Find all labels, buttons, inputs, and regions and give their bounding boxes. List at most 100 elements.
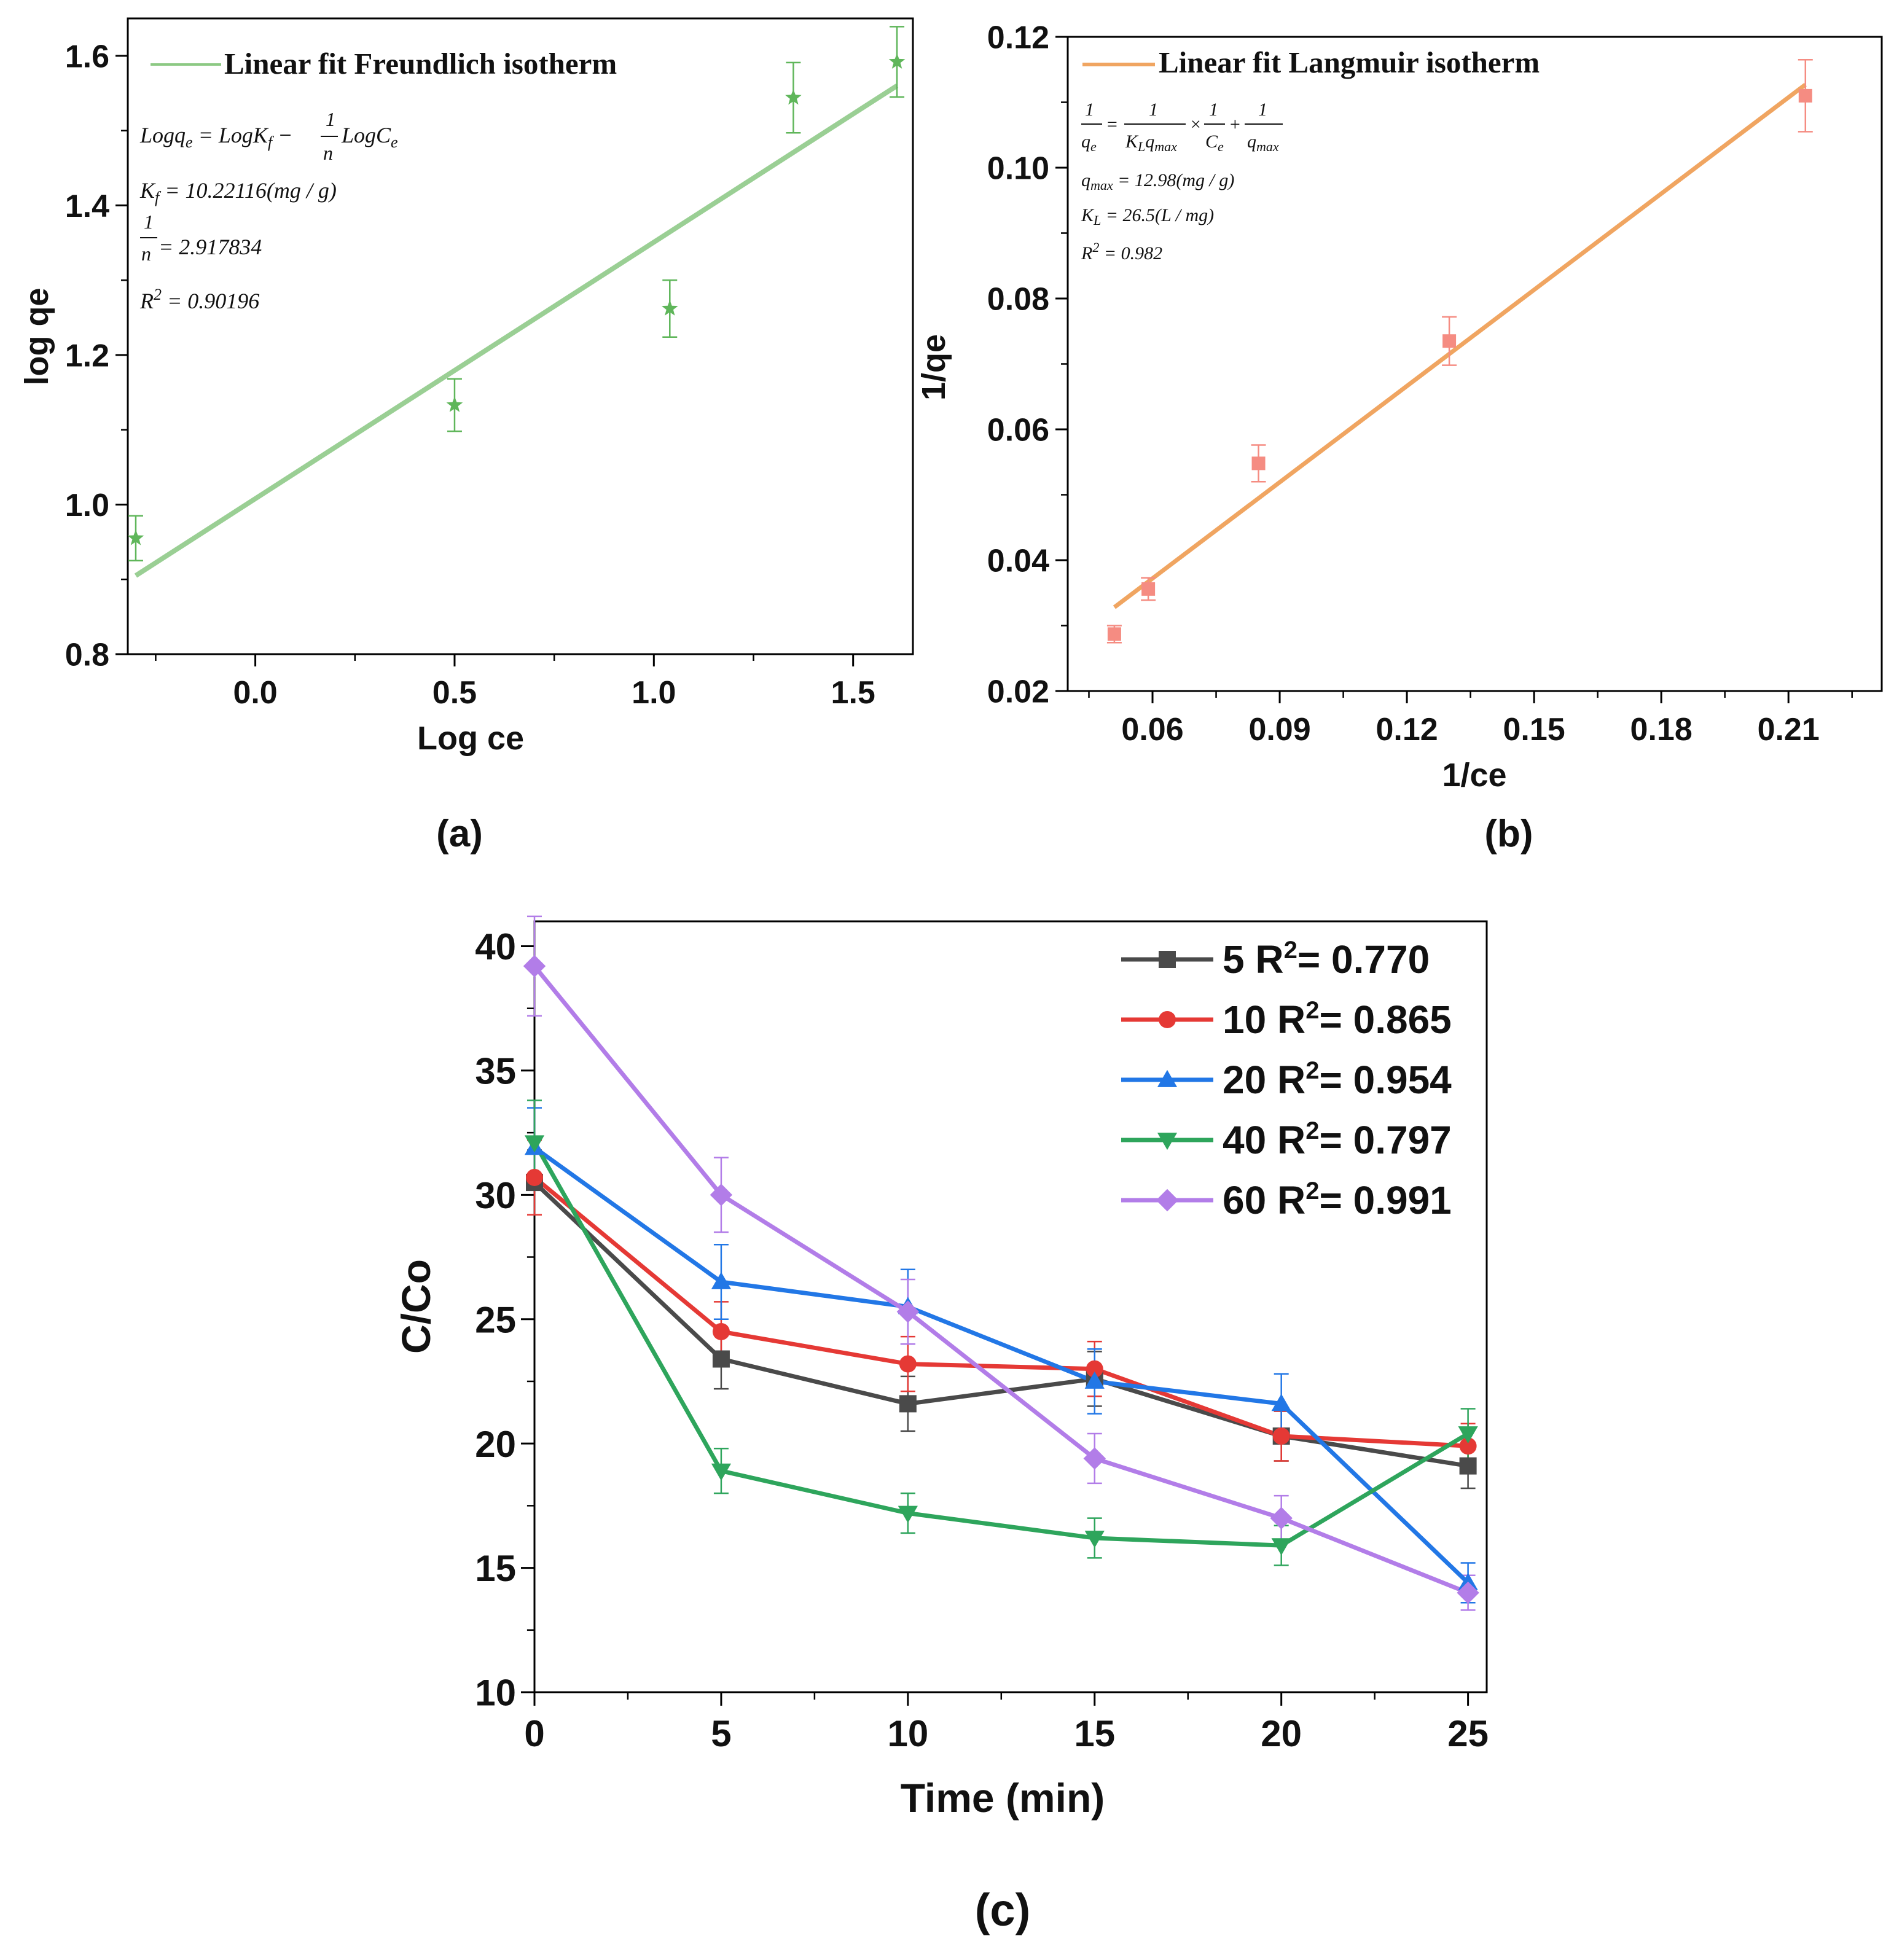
eq-b-r2: R2 = 0.982 [1081,240,1162,264]
y-tick-label: 1.0 [65,488,109,523]
legend-marker-5 [1159,951,1176,968]
data-point-40 [711,1463,732,1481]
eq-b-den4: qmax [1247,131,1279,154]
data-point-star [888,53,906,69]
panel-b-xlabel: 1/ce [1442,757,1506,794]
y-tick-label: 25 [475,1299,516,1340]
panel-a-plot-frame [127,17,914,655]
eq-a-n-num: 1 [144,211,154,233]
data-point-40 [524,1135,545,1153]
data-point-20 [1458,1572,1478,1590]
eq-a-model-frac-den: n [323,142,333,164]
data-point-square [1251,456,1266,470]
eq-b-times: × [1189,114,1202,135]
eq-b-kl: KL = 26.5(L / mg) [1081,205,1214,228]
x-tick-label: 0 [524,1713,544,1754]
data-point-square [1107,627,1121,641]
data-point-star [662,300,678,316]
panel-a: 0.0 0.5 1.0 1.5 0.8 1.0 1.2 1.4 1.6 Linear fit F… [18,17,914,855]
eq-b-num2: 1 [1149,100,1158,120]
eq-b-num1: 1 [1085,100,1094,120]
data-point-60 [523,955,546,978]
legend-marker-10 [1159,1011,1176,1028]
eq-a-kf: Kf = 10.22116(mg / g) [139,178,337,206]
panel-a-marks: 0.0 0.5 1.0 1.5 0.8 1.0 1.2 1.4 1.6 [65,26,906,711]
legend-marker-60 [1156,1189,1179,1212]
eq-b-qmax: qmax = 12.98(mg / g) [1081,170,1234,193]
y-tick-label: 0.06 [987,413,1049,448]
panel-c-label: (c) [975,1884,1030,1935]
y-tick-label: 0.12 [987,20,1049,56]
data-point-square [1442,334,1457,348]
y-tick-label: 20 [475,1424,516,1465]
data-point-60 [1457,1581,1479,1604]
data-point-60 [1083,1447,1106,1470]
eq-a-r2: R2 = 0.90196 [139,286,259,313]
panel-c-xlabel: Time (min) [901,1775,1105,1821]
x-tick-label: 0.0 [233,675,277,711]
x-tick-label: 0.18 [1630,712,1693,748]
x-tick-label: 0.06 [1121,712,1183,748]
panel-b-equation: 1 qe = 1 KLqmax × 1 Ce + 1 qmax qmax = 1… [1081,100,1283,264]
panel-c: 0 5 10 15 20 25 10 15 20 25 30 35 40 5 R2= 0.770 10 R… [393,915,1489,1935]
panel-b-ylabel: 1/qe [915,334,952,400]
panel-c-ylabel: C/Co [393,1259,439,1354]
data-point-5 [712,1350,730,1368]
legend-label-5: 5 R2= 0.770 [1223,937,1430,982]
data-point-40 [1271,1538,1291,1556]
data-point-star [127,529,144,545]
data-point-5 [1459,1457,1477,1475]
y-tick-label: 0.04 [987,544,1049,579]
panel-a-equation: Logqe = LogKf − 1 n LogCe Kf = 10.22116(… [139,108,398,313]
y-tick-label: 0.08 [987,282,1049,318]
legend-label-40: 40 R2= 0.797 [1223,1117,1452,1162]
panel-a-label: (a) [436,813,483,855]
x-tick-label: 0.21 [1758,712,1820,748]
y-tick-label: 10 [475,1673,516,1714]
data-point-20 [1084,1371,1105,1389]
y-tick-label: 40 [475,926,516,967]
y-tick-label: 15 [475,1548,516,1589]
eq-b-eq: = [1106,114,1118,135]
panel-b-plot-frame [1066,36,1883,692]
data-point-star [785,89,802,105]
data-point-60 [896,1300,920,1323]
panel-c-marks: 0 5 10 15 20 25 10 15 20 25 30 35 40 [475,915,1489,1754]
data-point-20 [1271,1394,1291,1411]
legend-label-10: 10 R2= 0.865 [1223,997,1452,1042]
data-point-square [1141,582,1156,596]
y-tick-label: 0.10 [987,151,1049,187]
legend-marker-40 [1157,1133,1178,1150]
x-tick-label: 0.09 [1248,712,1310,748]
data-point-10 [899,1355,917,1373]
y-tick-label: 30 [475,1175,516,1216]
eq-a-n-den: n [141,243,151,265]
data-point-60 [710,1184,733,1206]
eq-a-n-rhs: = 2.917834 [158,235,262,259]
x-tick-label: 25 [1447,1713,1489,1754]
eq-b-num3: 1 [1209,100,1218,120]
x-tick-label: 10 [887,1713,928,1754]
eq-b-den1: qe [1081,131,1097,154]
data-point-10 [1272,1427,1290,1445]
series-line-60 [533,964,1469,1595]
data-point-10 [1459,1437,1477,1455]
panel-a-ylabel: log qe [18,288,55,386]
panel-a-legend-text: Linear fit Freundlich isotherm [224,47,617,80]
data-point-10 [712,1322,730,1340]
legend-marker-20 [1157,1069,1178,1087]
x-tick-label: 15 [1074,1713,1115,1754]
eq-a-model-frac-num: 1 [326,108,335,130]
fit-line [134,84,899,578]
data-point-10 [1086,1360,1103,1378]
panel-b-label: (b) [1484,813,1533,855]
x-tick-label: 1.5 [831,675,875,711]
series-line-40 [532,1141,1470,1548]
eq-a-model-rhs: LogCe [341,123,398,151]
x-tick-label: 0.12 [1376,712,1438,748]
x-tick-label: 0.15 [1503,712,1565,748]
series-line-5 [533,1181,1469,1469]
legend-label-20: 20 R2= 0.954 [1223,1057,1452,1102]
data-point-40 [898,1505,918,1523]
